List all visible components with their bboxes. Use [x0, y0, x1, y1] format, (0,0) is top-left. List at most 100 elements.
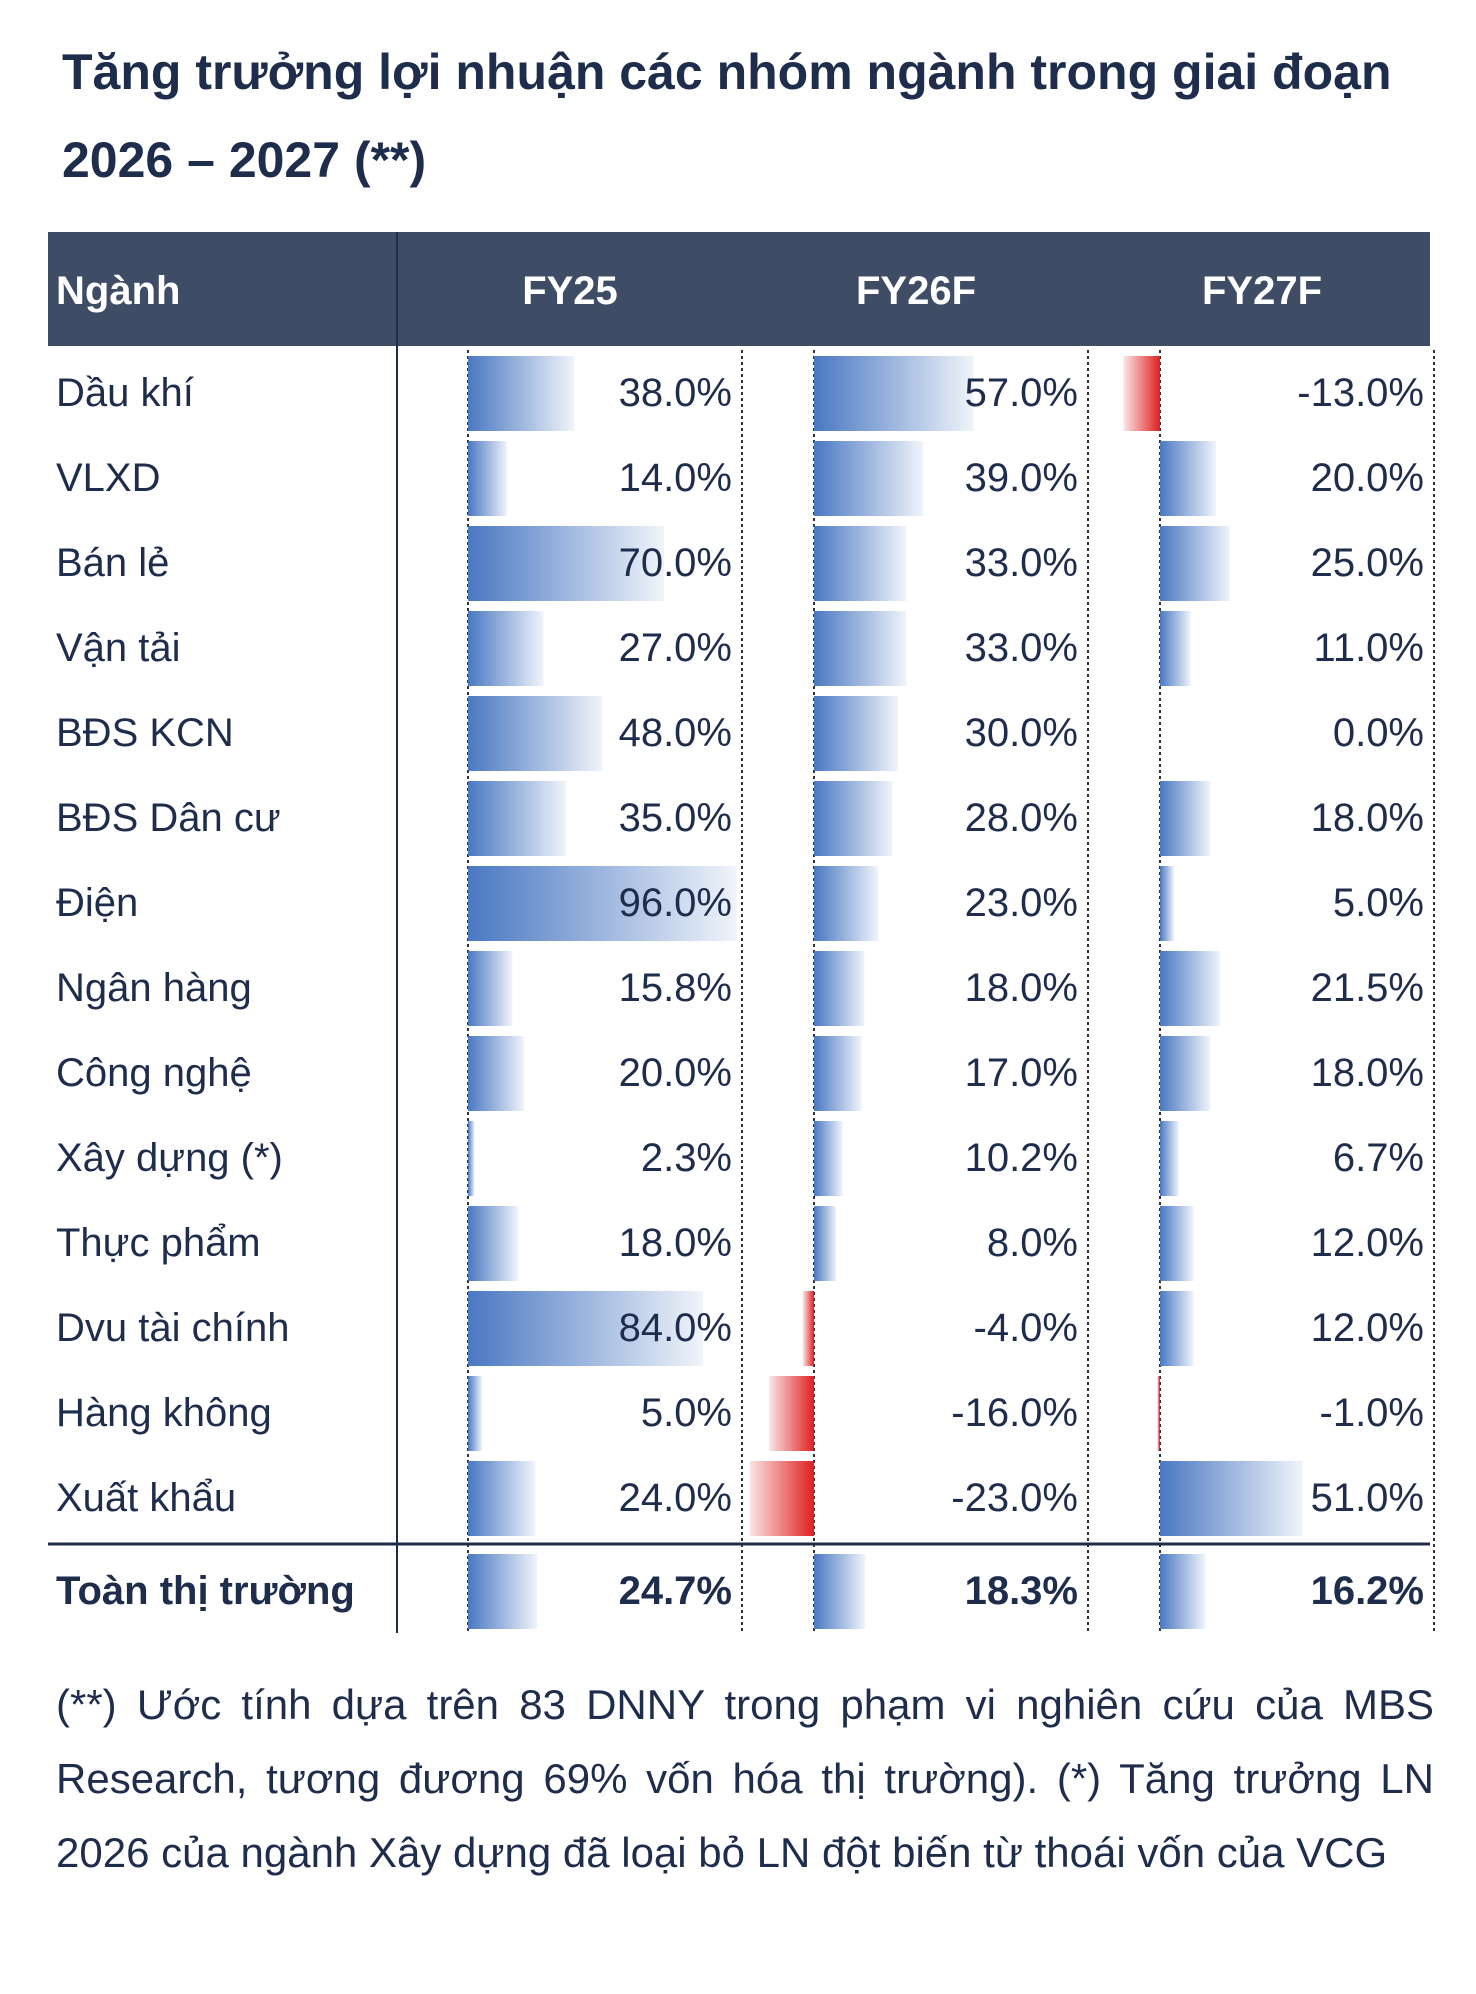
- value-label: -4.0%: [974, 1306, 1079, 1350]
- value-label: 35.0%: [619, 796, 732, 840]
- value-label: 27.0%: [619, 626, 732, 670]
- value-label: 23.0%: [965, 881, 1078, 925]
- header-label-nganh: Ngành: [56, 269, 180, 313]
- data-bar: [468, 951, 513, 1026]
- row-label: Xuất khẩu: [56, 1476, 236, 1520]
- value-label: 51.0%: [1311, 1476, 1424, 1520]
- value-label: 30.0%: [965, 711, 1078, 755]
- value-label: 5.0%: [1333, 881, 1424, 925]
- data-bar: [814, 441, 924, 516]
- data-bar: [814, 951, 865, 1026]
- data-bar: [468, 866, 737, 941]
- value-label: 48.0%: [619, 711, 732, 755]
- data-bar: [814, 526, 907, 601]
- data-bar: [814, 356, 974, 431]
- data-bar: [1160, 781, 1211, 856]
- data-bar: [814, 1036, 862, 1111]
- value-label: 0.0%: [1333, 711, 1424, 755]
- value-label: 33.0%: [965, 541, 1078, 585]
- data-bar: [1160, 866, 1174, 941]
- data-bar: [802, 1291, 814, 1366]
- value-label: 84.0%: [619, 1306, 732, 1350]
- data-bar: [1157, 1376, 1160, 1451]
- data-bar: [468, 1461, 536, 1536]
- row-label: Dầu khí: [56, 371, 194, 415]
- value-label: 18.0%: [1311, 1051, 1424, 1095]
- data-bar: [468, 1376, 482, 1451]
- value-label: 11.0%: [1314, 626, 1424, 670]
- row-label: VLXD: [56, 456, 161, 500]
- data-bar: [468, 611, 544, 686]
- data-bar: [468, 1554, 538, 1629]
- data-bar: [1160, 441, 1216, 516]
- value-label: 6.7%: [1333, 1136, 1424, 1180]
- data-bar: [1123, 356, 1160, 431]
- value-label: 18.0%: [1311, 796, 1424, 840]
- value-label: 8.0%: [987, 1221, 1078, 1265]
- data-bar: [814, 781, 893, 856]
- table-header-bg: [48, 232, 1430, 346]
- row-label: Ngân hàng: [56, 966, 252, 1010]
- row-label: Công nghệ: [56, 1051, 252, 1095]
- data-bar: [1160, 1121, 1179, 1196]
- data-bar: [1160, 1554, 1206, 1629]
- value-label: 15.8%: [619, 966, 732, 1010]
- data-bar: [468, 526, 664, 601]
- row-label: BĐS Dân cư: [56, 796, 281, 840]
- data-bar: [468, 781, 566, 856]
- data-bar: [769, 1376, 814, 1451]
- data-bar: [1160, 1291, 1194, 1366]
- value-label: 5.0%: [641, 1391, 732, 1435]
- data-bar: [749, 1461, 814, 1536]
- row-label: BĐS KCN: [56, 711, 234, 755]
- data-bar: [814, 696, 898, 771]
- data-bar: [468, 1036, 524, 1111]
- data-bar: [468, 356, 575, 431]
- value-label: 10.2%: [965, 1136, 1078, 1180]
- value-label: -1.0%: [1320, 1391, 1425, 1435]
- data-bar: [814, 866, 879, 941]
- chart-title: Tăng trưởng lợi nhuận các nhóm ngành tro…: [62, 44, 1392, 188]
- data-bar: [1160, 526, 1230, 601]
- value-label: 21.5%: [1311, 966, 1424, 1010]
- header-fy26f: FY26F: [856, 269, 976, 313]
- data-bar: [468, 1121, 475, 1196]
- data-bar: [1160, 951, 1221, 1026]
- data-bar: [1160, 1036, 1211, 1111]
- row-label: Thực phẩm: [56, 1221, 261, 1265]
- total-label: Toàn thị trường: [56, 1569, 355, 1613]
- row-label: Điện: [56, 881, 138, 925]
- value-label: 96.0%: [619, 881, 732, 925]
- data-bar: [468, 1206, 519, 1281]
- value-label: 20.0%: [619, 1051, 732, 1095]
- value-label: 12.0%: [1311, 1306, 1424, 1350]
- value-label: 18.0%: [619, 1221, 732, 1265]
- row-label: Hàng không: [56, 1391, 272, 1435]
- data-bar: [468, 441, 508, 516]
- value-label: 39.0%: [965, 456, 1078, 500]
- value-label: -13.0%: [1297, 371, 1424, 415]
- value-label: 18.3%: [965, 1569, 1078, 1613]
- value-label: 14.0%: [619, 456, 732, 500]
- data-bar: [814, 611, 907, 686]
- data-bar: [814, 1121, 843, 1196]
- value-label: 17.0%: [965, 1051, 1078, 1095]
- value-label: 28.0%: [965, 796, 1078, 840]
- data-bar: [1160, 1461, 1303, 1536]
- value-label: -16.0%: [951, 1391, 1078, 1435]
- value-label: -23.0%: [951, 1476, 1078, 1520]
- value-label: 25.0%: [1311, 541, 1424, 585]
- data-bar: [468, 696, 603, 771]
- data-bar: [1160, 1206, 1194, 1281]
- data-bar: [1160, 611, 1191, 686]
- value-label: 12.0%: [1311, 1221, 1424, 1265]
- row-label: Bán lẻ: [56, 541, 169, 585]
- value-label: 24.7%: [619, 1569, 732, 1613]
- data-bar: [814, 1206, 837, 1281]
- value-label: 33.0%: [965, 626, 1078, 670]
- footnote: (**) Ước tính dựa trên 83 DNNY trong phạ…: [56, 1681, 1434, 1876]
- value-label: 16.2%: [1311, 1569, 1424, 1613]
- header-fy25: FY25: [522, 269, 618, 313]
- data-bar: [814, 1554, 866, 1629]
